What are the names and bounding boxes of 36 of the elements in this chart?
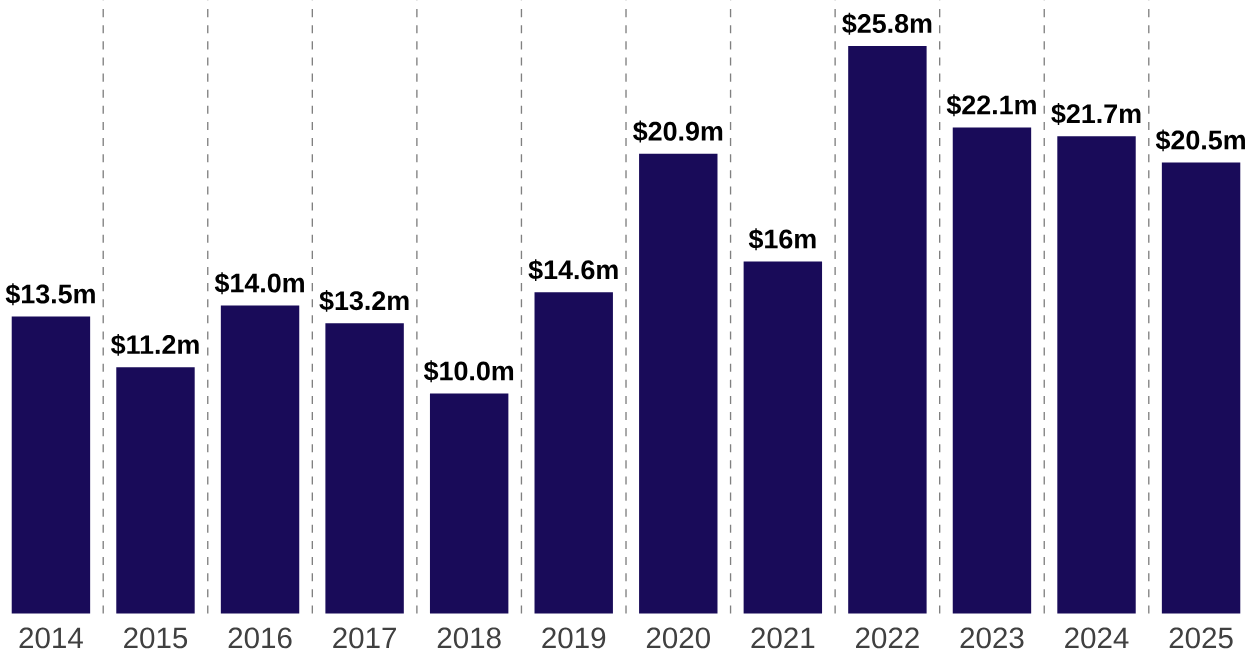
- x-tick-label: 2016: [228, 627, 292, 649]
- data-label: $20.5m: [1155, 129, 1245, 152]
- data-label: $10.0m: [423, 360, 514, 383]
- bar: [639, 153, 718, 614]
- bar: [743, 261, 823, 614]
- x-tick-label: 2024: [1065, 627, 1129, 649]
- data-label: $16m: [748, 228, 816, 251]
- bar: [848, 46, 927, 614]
- bar: [325, 323, 404, 614]
- x-tick-label: 2023: [960, 627, 1024, 649]
- x-tick-label: 2021: [751, 627, 815, 649]
- x-tick-label: 2022: [856, 627, 919, 649]
- data-label: $20.9m: [633, 120, 723, 143]
- data-label: $25.8m: [842, 12, 932, 35]
- bar: [220, 305, 300, 614]
- x-tick-label: 2019: [542, 627, 606, 649]
- x-tick-label: 2018: [437, 627, 501, 649]
- bar: [1161, 162, 1241, 614]
- data-label: $13.5m: [5, 283, 95, 306]
- x-tick-label: 2020: [646, 627, 710, 649]
- bar: [952, 127, 1032, 614]
- data-label: $14.6m: [528, 259, 618, 282]
- data-label: $14.0m: [214, 272, 304, 295]
- bar: [534, 292, 613, 614]
- bar: [429, 393, 509, 614]
- bar: [11, 316, 91, 614]
- data-label: $13.2m: [319, 290, 409, 313]
- bar: [1057, 136, 1136, 614]
- x-tick-label: 2017: [333, 627, 396, 649]
- data-label: $22.1m: [946, 94, 1036, 117]
- bar: [116, 367, 195, 614]
- x-tick-label: 2015: [124, 627, 188, 649]
- data-label: $11.2m: [111, 334, 199, 356]
- x-tick-label: 2025: [1169, 627, 1233, 649]
- data-label: $21.7m: [1051, 103, 1141, 126]
- x-tick-label: 2014: [19, 627, 83, 649]
